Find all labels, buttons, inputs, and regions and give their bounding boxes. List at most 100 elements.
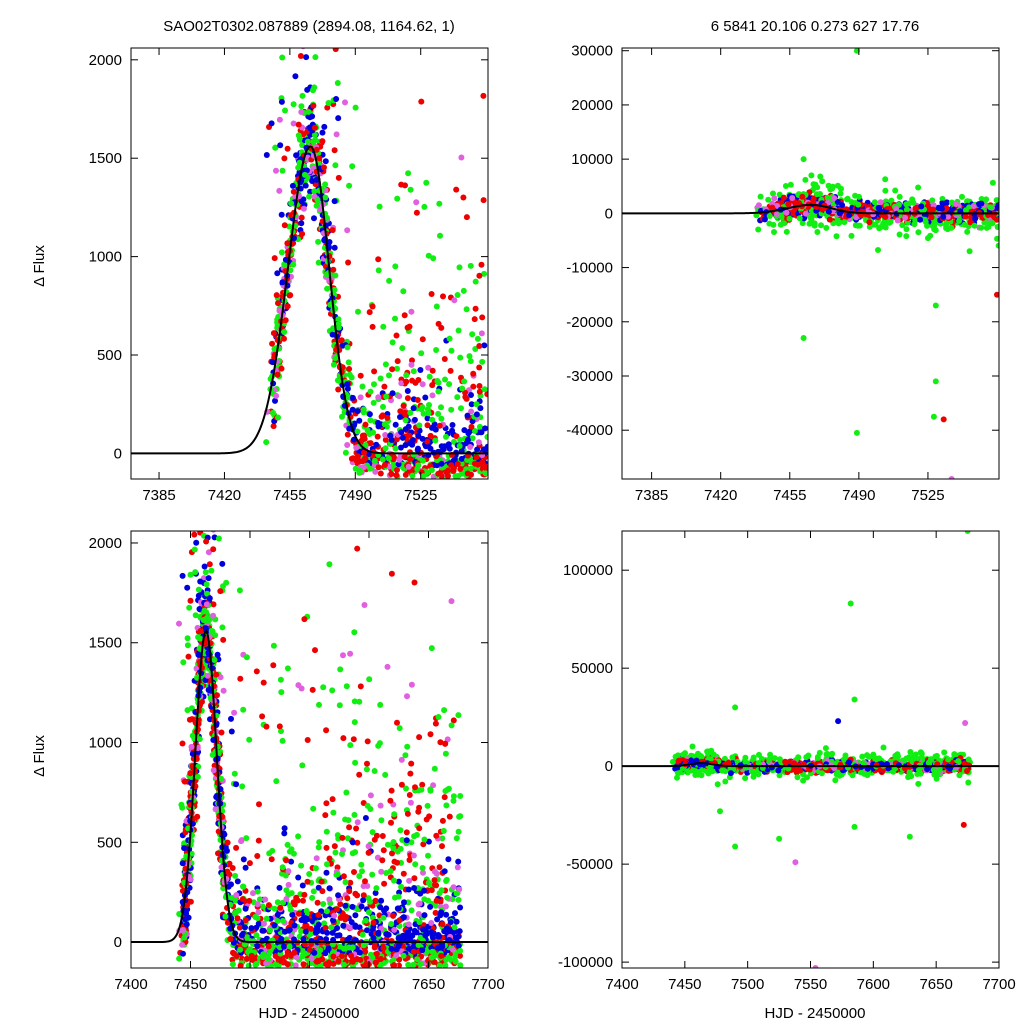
data-point xyxy=(427,432,434,439)
data-point xyxy=(308,955,315,962)
data-point xyxy=(364,427,371,434)
data-point xyxy=(394,195,401,202)
data-point xyxy=(351,698,358,705)
data-point xyxy=(220,687,227,694)
data-point xyxy=(378,925,385,932)
data-point xyxy=(405,463,412,470)
data-point xyxy=(286,943,293,950)
data-point xyxy=(394,719,400,726)
data-point xyxy=(431,421,438,428)
data-point xyxy=(466,353,473,360)
data-point xyxy=(290,120,297,127)
data-point xyxy=(455,933,462,940)
data-point xyxy=(420,869,426,876)
panel-bottom-right: 7400 7450 7500 7550 7600 7650 7700-100000-5000… xyxy=(558,530,1016,993)
data-point xyxy=(435,320,442,327)
data-point xyxy=(439,817,446,824)
data-point xyxy=(342,449,349,456)
data-point xyxy=(454,394,461,401)
data-point xyxy=(411,885,418,891)
data-point xyxy=(197,635,204,642)
data-point xyxy=(362,961,369,968)
data-point xyxy=(888,197,895,204)
data-point xyxy=(212,806,219,813)
data-point xyxy=(383,393,390,400)
data-point xyxy=(855,201,862,208)
data-point xyxy=(205,687,212,693)
data-point xyxy=(270,330,277,337)
data-point xyxy=(319,956,326,963)
data-point xyxy=(476,272,483,279)
data-point xyxy=(420,410,427,417)
data-point xyxy=(180,950,186,957)
data-point xyxy=(233,892,240,899)
data-point xyxy=(392,445,399,452)
data-point xyxy=(450,884,457,891)
data-point xyxy=(420,473,427,479)
title-right: 6 5841 20.106 0.273 627 17.76 xyxy=(711,18,920,35)
data-point xyxy=(351,719,358,726)
data-point xyxy=(323,727,330,734)
data-point xyxy=(436,422,443,429)
data-point xyxy=(209,628,216,635)
data-point xyxy=(210,546,217,553)
data-point xyxy=(349,903,356,910)
data-point xyxy=(853,214,860,221)
data-point xyxy=(262,896,269,903)
data-point xyxy=(446,445,453,452)
x-tick-label: 7420 xyxy=(704,487,737,504)
data-point xyxy=(254,853,261,859)
data-point xyxy=(774,202,781,209)
data-point xyxy=(213,671,220,678)
data-point xyxy=(185,825,192,832)
y-tick-label: 1000 xyxy=(89,735,122,752)
data-point xyxy=(344,227,351,234)
data-point xyxy=(464,437,471,443)
data-point xyxy=(369,323,376,330)
data-point xyxy=(367,440,374,447)
data-point xyxy=(457,466,464,472)
data-point xyxy=(225,883,232,890)
data-point xyxy=(180,927,187,933)
data-point xyxy=(441,868,448,875)
data-point xyxy=(435,470,442,477)
data-point xyxy=(344,835,351,842)
data-point xyxy=(360,409,367,416)
data-point xyxy=(470,383,477,390)
data-point xyxy=(359,383,366,390)
data-point xyxy=(290,101,297,108)
data-point xyxy=(393,952,400,959)
data-point xyxy=(472,278,479,285)
data-point xyxy=(200,617,207,623)
data-point xyxy=(308,930,315,937)
x-tick-label: 7400 xyxy=(114,976,147,993)
data-point xyxy=(388,945,395,952)
outlier-point xyxy=(948,476,955,479)
data-point xyxy=(451,297,458,304)
data-point xyxy=(273,167,279,174)
data-point xyxy=(397,444,404,451)
data-point xyxy=(346,182,353,189)
data-point xyxy=(313,855,320,862)
data-point xyxy=(427,445,434,452)
data-point xyxy=(910,199,917,206)
data-point xyxy=(367,417,374,424)
y-tick-label: 1500 xyxy=(89,150,122,167)
data-point xyxy=(359,931,366,938)
data-point xyxy=(422,394,429,401)
data-point xyxy=(836,210,843,217)
data-point xyxy=(276,116,283,123)
data-point xyxy=(319,888,326,895)
data-point xyxy=(353,444,360,451)
data-point xyxy=(334,377,341,384)
data-point xyxy=(366,411,373,418)
data-point xyxy=(414,956,421,963)
data-point xyxy=(240,883,246,890)
data-point xyxy=(413,209,420,216)
data-point xyxy=(467,358,474,365)
data-point xyxy=(344,381,351,388)
data-point xyxy=(215,535,222,542)
data-point xyxy=(373,950,380,957)
data-point xyxy=(329,796,336,803)
data-point xyxy=(291,922,298,929)
